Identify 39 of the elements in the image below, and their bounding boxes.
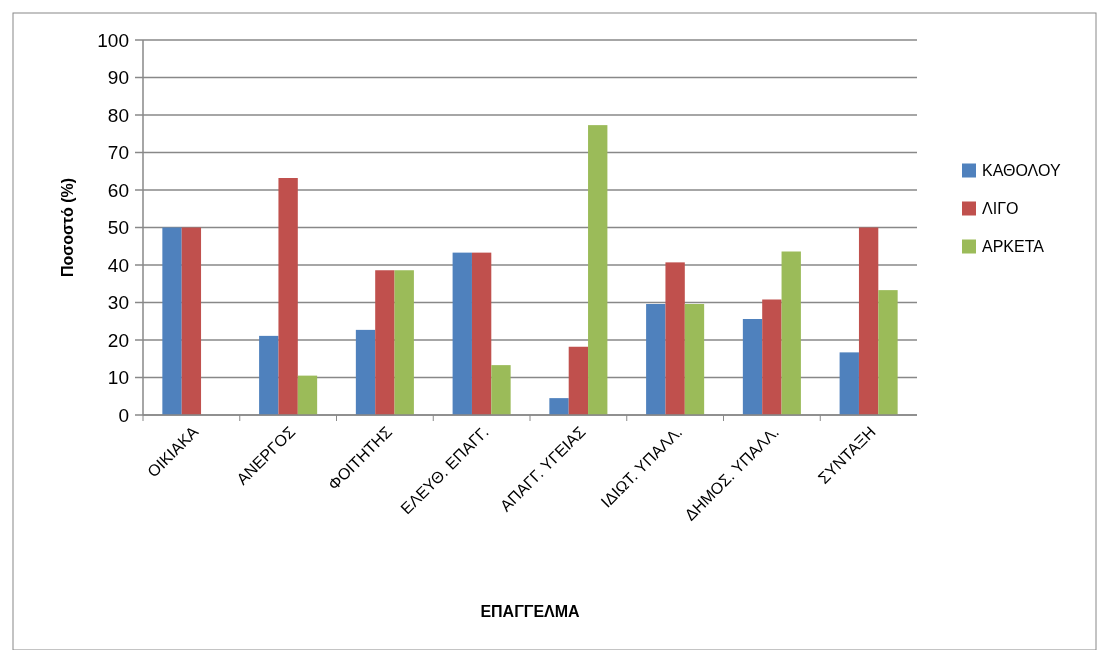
x-axis-title: ΕΠΑΓΓΕΛΜΑ <box>480 603 581 620</box>
bar <box>181 227 202 415</box>
y-tick-label: 30 <box>107 292 129 314</box>
bar <box>278 178 298 415</box>
y-tick-label: 50 <box>107 217 129 239</box>
bar <box>684 304 705 415</box>
bar <box>858 227 879 415</box>
bar <box>259 335 279 415</box>
bar <box>665 262 685 415</box>
bar <box>297 375 318 415</box>
bar <box>162 227 182 415</box>
bar <box>646 304 666 415</box>
y-tick-label: 10 <box>107 367 129 389</box>
legend-label: ΛΙΓΟ <box>982 200 1019 218</box>
bar <box>568 346 589 415</box>
y-tick-label: 0 <box>118 404 129 426</box>
bar <box>355 329 376 415</box>
y-tick-label: 90 <box>107 67 129 89</box>
bar <box>588 125 608 415</box>
bar <box>781 251 801 415</box>
bar <box>762 299 782 415</box>
y-tick-label: 80 <box>107 104 129 126</box>
y-tick-label: 100 <box>97 29 129 51</box>
bar <box>452 252 472 415</box>
bar <box>549 398 569 415</box>
y-tick-label: 40 <box>107 254 129 276</box>
y-tick-label: 70 <box>107 142 129 164</box>
bar <box>878 290 898 415</box>
y-tick-label: 60 <box>107 179 129 201</box>
y-axis-title: Ποσοστό (%) <box>59 177 76 278</box>
bar <box>742 319 763 415</box>
legend-label: ΚΑΘΟΛΟΥ <box>982 162 1061 180</box>
bar <box>471 252 492 415</box>
y-tick-label: 20 <box>107 329 129 351</box>
bar <box>394 270 414 415</box>
bar <box>839 352 859 415</box>
bar <box>375 270 395 415</box>
bar <box>491 365 511 415</box>
legend-label: ΑΡΚΕΤΑ <box>982 238 1045 256</box>
